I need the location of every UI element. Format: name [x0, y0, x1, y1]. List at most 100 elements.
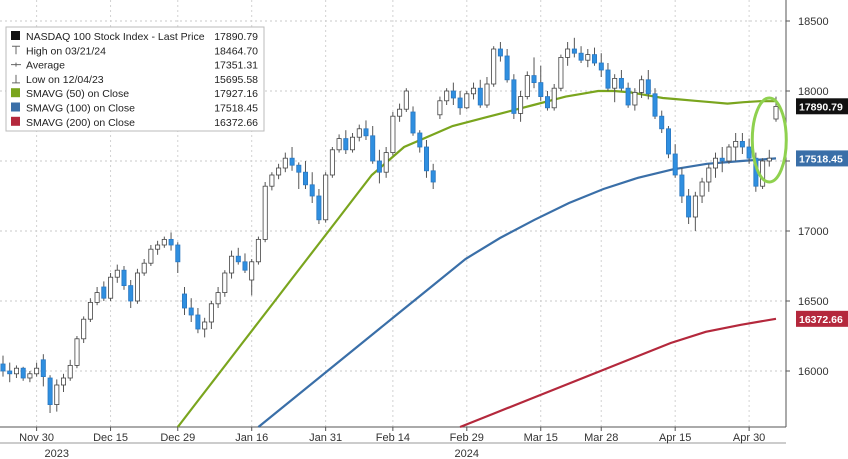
candle-body	[470, 87, 476, 95]
candle-body	[645, 79, 651, 95]
candle-body	[202, 321, 208, 330]
candle-body	[666, 128, 672, 155]
candle-body	[437, 100, 443, 116]
candle-body	[733, 140, 739, 148]
y-tick-label: 16000	[798, 366, 829, 378]
candle-body	[706, 167, 712, 183]
candle-body	[383, 152, 389, 173]
candle-body	[229, 255, 235, 274]
legend-value: 17927.16	[214, 88, 258, 100]
price-tag-label: 17890.79	[799, 101, 843, 113]
candle-body	[518, 96, 524, 114]
candle-body	[605, 69, 611, 89]
candle-body	[61, 377, 67, 386]
candle-body	[94, 292, 100, 303]
y-tick-label: 18000	[798, 86, 829, 98]
candle-body	[477, 87, 483, 106]
legend-label: Low on 12/04/23	[26, 74, 104, 86]
candle-body	[128, 285, 134, 302]
legend-swatch	[11, 116, 20, 126]
x-tick-label: Feb 14	[376, 432, 410, 444]
candle-body	[67, 364, 73, 379]
candle-body	[739, 140, 745, 148]
candle-body	[497, 48, 503, 57]
candle-body	[659, 115, 665, 130]
legend-label: SMAVG (100) on Close	[26, 103, 135, 115]
y-tick-label: 17000	[798, 226, 829, 238]
candle-body	[296, 164, 302, 173]
candle-body	[168, 238, 174, 246]
highlight-ellipse	[750, 96, 788, 184]
candle-body	[625, 87, 631, 106]
candle-body	[726, 146, 732, 162]
candle-body	[81, 318, 87, 340]
moving-average-line	[176, 89, 776, 428]
candle-body	[450, 90, 456, 99]
candle-body	[148, 248, 154, 264]
candle-body	[20, 367, 26, 379]
candle-body	[565, 48, 571, 58]
candle-body	[692, 195, 698, 218]
price-tag-label: 16372.66	[799, 314, 843, 326]
legend-swatch	[11, 88, 20, 98]
candle-body	[108, 276, 114, 299]
legend-swatch	[11, 102, 20, 112]
candle-body	[538, 82, 544, 97]
candle-body	[54, 384, 60, 406]
candle-body	[376, 160, 382, 173]
candle-body	[276, 167, 282, 176]
candle-body	[410, 111, 416, 134]
legend-swatch	[11, 31, 20, 40]
candle-body	[598, 62, 604, 71]
candle-body	[175, 244, 181, 263]
price-tag	[796, 310, 848, 327]
x-tick-label: Mar 28	[584, 432, 618, 444]
moving-average-line	[257, 157, 777, 428]
candle-body	[40, 359, 46, 377]
y-tick-label: 18500	[798, 16, 829, 28]
candle-body	[578, 52, 584, 61]
year-label: 2024	[455, 448, 479, 459]
candle-body	[34, 367, 40, 375]
candle-body	[101, 286, 107, 299]
legend-box	[5, 26, 265, 132]
candle-body	[511, 79, 517, 114]
candle-body	[302, 171, 308, 186]
x-tick-label: Apr 30	[733, 432, 765, 444]
candle-body	[652, 93, 658, 117]
candle-body	[255, 238, 261, 263]
candle-body	[181, 293, 187, 309]
legend-label: SMAVG (50) on Close	[26, 88, 129, 100]
candle-body	[249, 261, 255, 281]
candle-body	[262, 185, 268, 240]
candle-body	[235, 255, 241, 263]
candle-body	[524, 75, 530, 97]
candle-body	[491, 48, 497, 85]
candle-body	[316, 195, 322, 221]
legend-value: 18464.70	[214, 45, 258, 57]
candle-body	[686, 195, 692, 218]
candle-body	[746, 146, 752, 159]
legend-label: SMAVG (200) on Close	[26, 117, 135, 129]
candle-body	[134, 272, 140, 302]
candle-body	[558, 57, 564, 89]
candle-body	[571, 48, 577, 54]
candle-body	[336, 138, 342, 151]
candle-body	[289, 157, 295, 166]
candle-body	[464, 93, 470, 109]
candle-body	[699, 181, 705, 197]
legend-value: 15695.58	[214, 74, 258, 86]
candle-body	[639, 79, 645, 93]
candle-body	[195, 314, 201, 330]
x-tick-label: Feb 29	[450, 432, 484, 444]
candle-body	[329, 149, 335, 176]
candle-body	[760, 160, 766, 187]
candle-body	[242, 261, 248, 271]
candle-body	[423, 146, 429, 172]
x-tick-label: Jan 31	[309, 432, 342, 444]
candle-body	[773, 106, 779, 120]
candle-body	[87, 301, 93, 320]
candle-body	[632, 92, 638, 106]
candle-body	[363, 128, 369, 137]
candle-body	[504, 55, 510, 81]
